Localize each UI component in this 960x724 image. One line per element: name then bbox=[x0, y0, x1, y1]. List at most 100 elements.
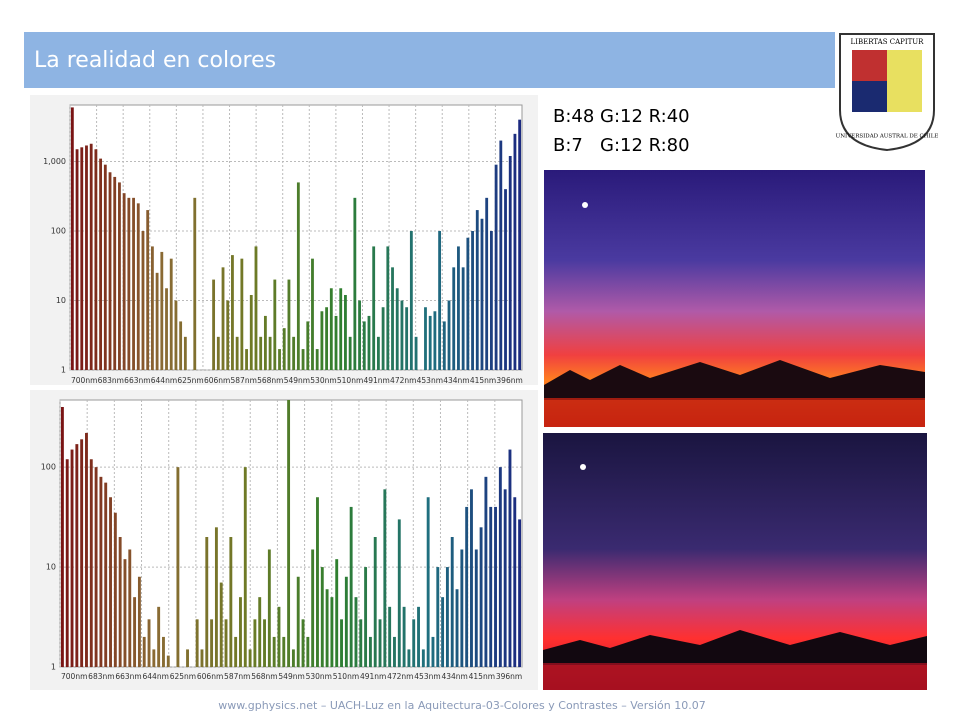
bar bbox=[470, 489, 473, 667]
bar bbox=[282, 328, 286, 370]
bar bbox=[441, 597, 445, 667]
bar bbox=[518, 519, 522, 667]
bar bbox=[457, 246, 460, 370]
bar bbox=[136, 203, 140, 370]
bar bbox=[362, 321, 366, 370]
bar bbox=[272, 636, 276, 667]
bar bbox=[417, 606, 420, 667]
bar bbox=[123, 559, 127, 667]
x-tick-label: 491nm bbox=[363, 376, 389, 385]
x-tick-label: 625nm bbox=[170, 672, 196, 681]
bar bbox=[118, 536, 122, 667]
bar bbox=[248, 649, 252, 667]
plot-area bbox=[69, 104, 523, 371]
bar bbox=[128, 549, 132, 667]
y-tick-label: 1 bbox=[61, 366, 66, 375]
photo bbox=[544, 170, 925, 427]
logo: LIBERTAS CAPITUR UNIVERSIDAD AUSTRAL DE … bbox=[836, 33, 939, 152]
y-tick-label: 10 bbox=[46, 563, 56, 572]
bar bbox=[395, 288, 399, 370]
bar bbox=[391, 267, 394, 370]
bar bbox=[367, 315, 371, 370]
bar bbox=[494, 164, 498, 370]
bar bbox=[373, 536, 377, 667]
bar bbox=[498, 467, 502, 667]
bar bbox=[108, 172, 112, 370]
bar bbox=[397, 519, 401, 667]
bar bbox=[339, 288, 343, 370]
bar bbox=[461, 267, 465, 370]
bar bbox=[291, 649, 295, 667]
bar bbox=[212, 279, 216, 370]
x-tick-label: 606nm bbox=[197, 672, 223, 681]
x-tick-label: 587nm bbox=[224, 672, 250, 681]
x-tick-label: 472nm bbox=[390, 376, 416, 385]
x-tick-label: 663nm bbox=[115, 672, 141, 681]
bar bbox=[426, 497, 430, 667]
bar bbox=[386, 246, 390, 370]
bar bbox=[240, 258, 244, 370]
x-tick-label: 644nm bbox=[151, 376, 177, 385]
bar bbox=[254, 246, 258, 370]
bar bbox=[301, 349, 305, 370]
logo-name: UNIVERSIDAD AUSTRAL DE CHILE bbox=[836, 134, 939, 140]
bar bbox=[249, 294, 253, 370]
bar bbox=[433, 311, 437, 370]
x-tick-label: 663nm bbox=[124, 376, 150, 385]
bar bbox=[330, 597, 334, 667]
bar bbox=[205, 536, 209, 667]
y-tick-label: 100 bbox=[51, 226, 66, 235]
bar bbox=[381, 307, 385, 370]
bar bbox=[122, 193, 126, 370]
bar bbox=[157, 606, 161, 667]
bar bbox=[75, 149, 79, 370]
bar bbox=[152, 649, 156, 667]
bar bbox=[200, 649, 204, 667]
bar bbox=[176, 467, 180, 667]
bar bbox=[214, 527, 218, 667]
bar bbox=[94, 467, 98, 667]
y-tick-label: 10 bbox=[56, 296, 66, 305]
bar bbox=[372, 246, 376, 370]
x-tick-label: 510nm bbox=[333, 672, 359, 681]
color-note: B:7 G:12 R:80 bbox=[553, 135, 690, 156]
x-tick-label: 700nm bbox=[61, 672, 87, 681]
y-tick-label: 1,000 bbox=[43, 157, 66, 166]
bar bbox=[85, 145, 88, 370]
bar bbox=[75, 444, 79, 667]
logo-motto: LIBERTAS CAPITUR bbox=[851, 38, 925, 46]
bar bbox=[316, 497, 319, 667]
bar bbox=[306, 636, 310, 667]
bar bbox=[137, 576, 141, 667]
bar bbox=[287, 279, 291, 370]
x-tick-label: 549nm bbox=[278, 672, 304, 681]
x-tick-label: 396nm bbox=[496, 376, 522, 385]
bar bbox=[259, 336, 263, 370]
bar bbox=[460, 549, 464, 667]
bar bbox=[109, 497, 112, 667]
bar bbox=[193, 197, 197, 370]
bar bbox=[258, 597, 262, 667]
y-tick-label: 100 bbox=[41, 463, 56, 472]
bar bbox=[489, 230, 493, 370]
bar bbox=[412, 619, 416, 667]
bar bbox=[438, 230, 442, 370]
bar bbox=[465, 506, 469, 667]
x-tick-label: 491nm bbox=[360, 672, 386, 681]
bar bbox=[484, 476, 488, 667]
bar bbox=[141, 230, 145, 370]
bar bbox=[393, 636, 396, 667]
bar bbox=[282, 636, 286, 667]
bar bbox=[60, 406, 64, 667]
bar bbox=[89, 459, 93, 667]
bar bbox=[450, 536, 454, 667]
bar bbox=[245, 349, 248, 370]
bar bbox=[475, 210, 479, 370]
x-tick-label: 625nm bbox=[177, 376, 203, 385]
bar bbox=[118, 182, 121, 370]
bar bbox=[142, 636, 146, 667]
bar bbox=[344, 576, 348, 667]
bar bbox=[210, 619, 214, 667]
bar bbox=[349, 506, 353, 667]
